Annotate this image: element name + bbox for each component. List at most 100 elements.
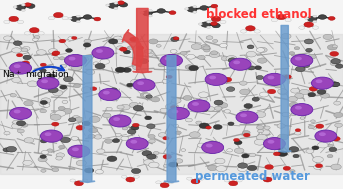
Circle shape bbox=[268, 76, 274, 79]
Circle shape bbox=[327, 45, 337, 50]
Circle shape bbox=[289, 146, 299, 152]
Circle shape bbox=[85, 168, 94, 173]
Circle shape bbox=[113, 117, 120, 121]
Circle shape bbox=[214, 106, 222, 110]
Circle shape bbox=[220, 20, 226, 24]
FancyArrowPatch shape bbox=[80, 56, 95, 182]
Circle shape bbox=[126, 177, 135, 182]
Circle shape bbox=[206, 21, 211, 23]
Circle shape bbox=[21, 123, 28, 127]
Circle shape bbox=[282, 112, 290, 117]
Circle shape bbox=[328, 144, 333, 147]
Circle shape bbox=[131, 168, 141, 174]
Circle shape bbox=[330, 60, 341, 66]
Circle shape bbox=[110, 96, 118, 101]
Circle shape bbox=[68, 145, 90, 157]
Circle shape bbox=[97, 149, 105, 153]
Circle shape bbox=[50, 114, 61, 120]
Circle shape bbox=[293, 154, 299, 158]
Circle shape bbox=[298, 109, 304, 112]
Circle shape bbox=[121, 136, 129, 141]
Circle shape bbox=[40, 109, 46, 113]
Circle shape bbox=[27, 81, 38, 87]
Circle shape bbox=[149, 162, 159, 168]
Circle shape bbox=[187, 7, 197, 12]
Circle shape bbox=[233, 60, 240, 64]
Circle shape bbox=[123, 50, 130, 54]
Circle shape bbox=[66, 49, 72, 52]
Circle shape bbox=[185, 8, 189, 10]
Circle shape bbox=[168, 162, 178, 167]
Circle shape bbox=[157, 9, 165, 13]
Circle shape bbox=[23, 160, 32, 165]
Circle shape bbox=[120, 104, 130, 110]
Circle shape bbox=[289, 52, 295, 55]
Circle shape bbox=[269, 137, 276, 141]
Circle shape bbox=[48, 134, 58, 140]
Circle shape bbox=[72, 147, 79, 151]
Circle shape bbox=[211, 4, 218, 8]
Circle shape bbox=[220, 43, 227, 48]
Circle shape bbox=[254, 30, 260, 33]
Circle shape bbox=[218, 103, 228, 108]
FancyArrowPatch shape bbox=[164, 56, 179, 182]
Circle shape bbox=[165, 57, 172, 60]
Circle shape bbox=[323, 34, 332, 40]
Circle shape bbox=[83, 57, 89, 60]
Circle shape bbox=[63, 77, 73, 82]
Circle shape bbox=[259, 175, 264, 178]
Circle shape bbox=[71, 153, 81, 159]
Circle shape bbox=[21, 48, 28, 52]
Circle shape bbox=[275, 84, 281, 88]
Circle shape bbox=[271, 175, 276, 178]
Circle shape bbox=[181, 149, 186, 151]
Circle shape bbox=[234, 140, 242, 145]
Circle shape bbox=[103, 91, 110, 94]
Circle shape bbox=[246, 26, 255, 31]
Circle shape bbox=[115, 39, 123, 44]
Circle shape bbox=[185, 65, 194, 69]
Circle shape bbox=[153, 151, 159, 155]
Circle shape bbox=[206, 36, 213, 40]
Circle shape bbox=[33, 38, 38, 41]
Circle shape bbox=[199, 177, 204, 180]
Circle shape bbox=[224, 110, 230, 113]
Circle shape bbox=[234, 148, 244, 153]
Circle shape bbox=[268, 140, 274, 144]
Circle shape bbox=[240, 30, 247, 33]
Circle shape bbox=[173, 115, 180, 119]
Circle shape bbox=[208, 143, 216, 147]
Circle shape bbox=[71, 16, 80, 22]
Circle shape bbox=[315, 164, 323, 168]
Circle shape bbox=[148, 9, 152, 12]
Circle shape bbox=[122, 127, 128, 130]
Circle shape bbox=[173, 124, 179, 127]
Circle shape bbox=[318, 15, 327, 19]
Circle shape bbox=[206, 144, 213, 147]
Circle shape bbox=[199, 123, 209, 129]
Circle shape bbox=[332, 45, 338, 48]
Circle shape bbox=[82, 179, 88, 182]
Circle shape bbox=[212, 23, 220, 28]
Circle shape bbox=[311, 77, 333, 89]
Circle shape bbox=[205, 73, 227, 85]
Circle shape bbox=[48, 49, 58, 54]
Circle shape bbox=[163, 136, 169, 140]
Circle shape bbox=[312, 146, 319, 150]
Circle shape bbox=[48, 74, 56, 78]
Circle shape bbox=[335, 123, 342, 127]
Circle shape bbox=[144, 159, 154, 165]
Circle shape bbox=[84, 39, 91, 43]
Circle shape bbox=[330, 51, 339, 56]
Circle shape bbox=[317, 89, 326, 94]
Circle shape bbox=[277, 134, 288, 140]
Circle shape bbox=[89, 128, 98, 133]
Circle shape bbox=[24, 32, 31, 35]
Circle shape bbox=[243, 133, 250, 137]
Circle shape bbox=[23, 55, 31, 60]
Circle shape bbox=[277, 124, 285, 128]
Circle shape bbox=[263, 177, 272, 182]
Circle shape bbox=[127, 46, 134, 49]
Circle shape bbox=[227, 149, 233, 152]
Circle shape bbox=[218, 78, 226, 82]
